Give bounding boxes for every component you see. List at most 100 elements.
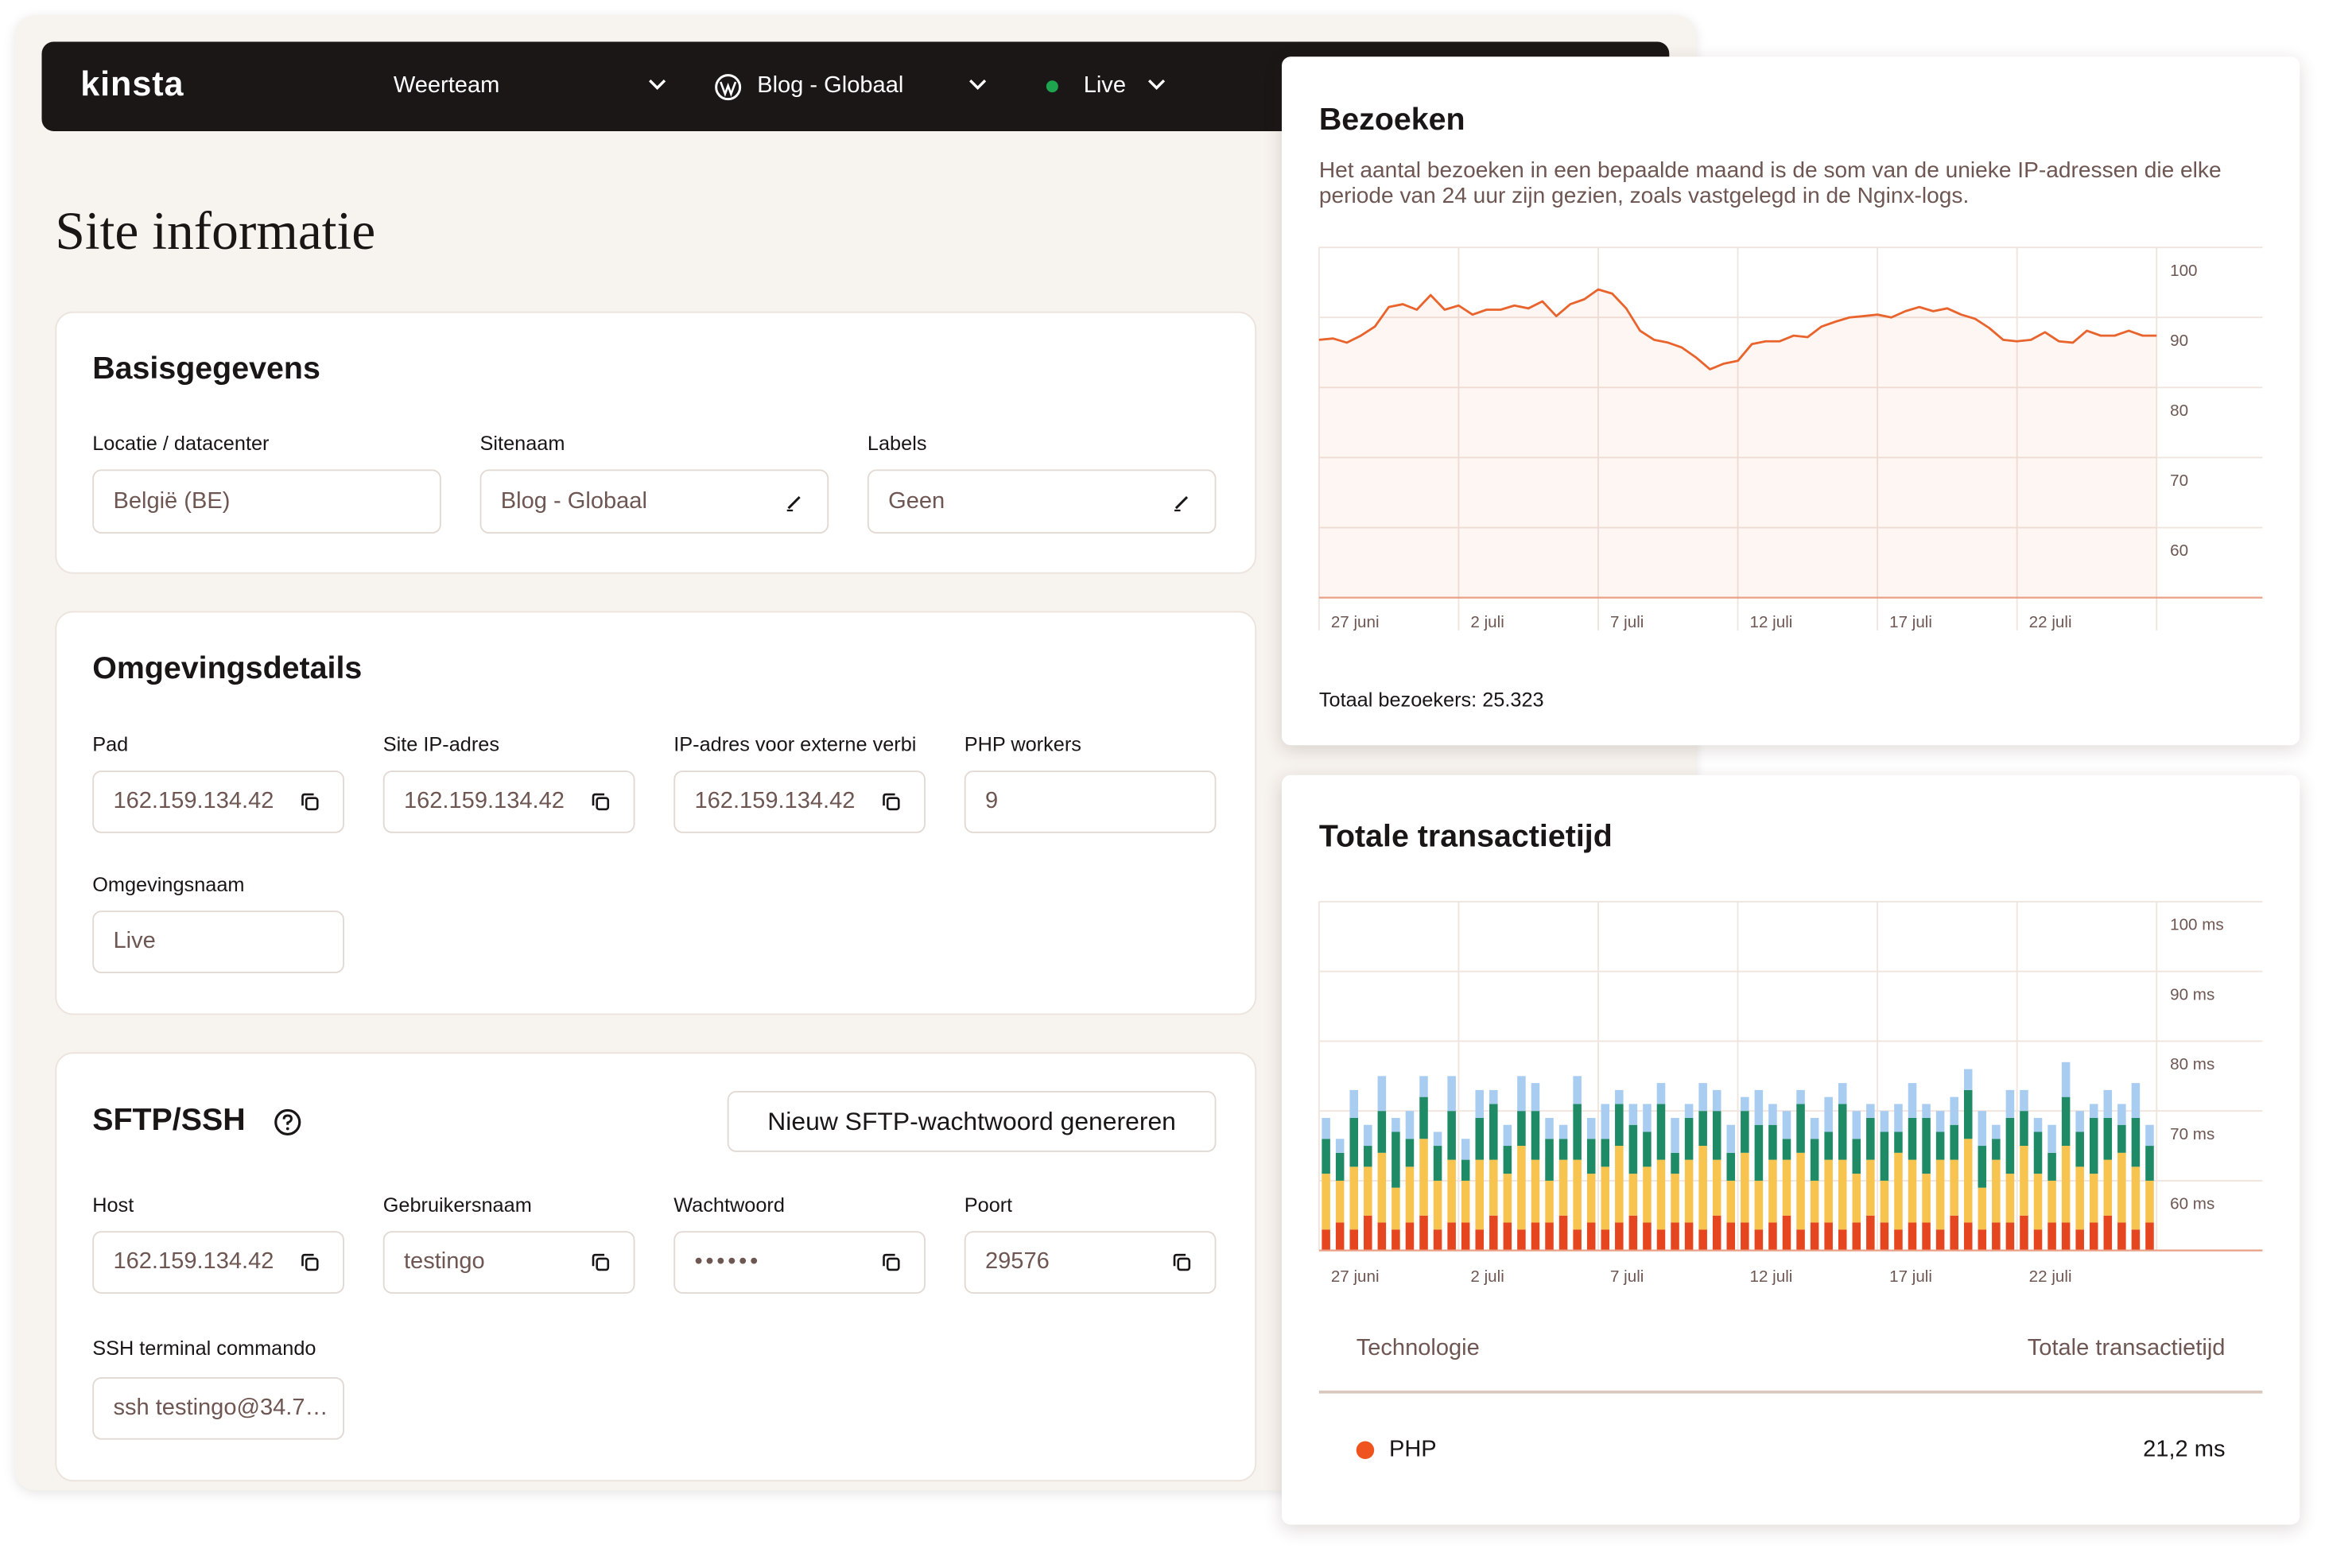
bar-segment [1364,1146,1372,1167]
bar-segment [2033,1131,2043,1174]
bar-segment [2005,1117,2015,1174]
bar-segment [1963,1222,1973,1251]
bar-segment [1894,1104,1903,1132]
field-input[interactable]: Blog - Globaal [479,469,829,534]
x-tick-label: 27 juni [1331,1267,1380,1286]
y-tick-label: 80 ms [2170,1055,2214,1073]
copy-icon[interactable] [590,1252,611,1272]
bar-segment [1322,1139,1330,1174]
bar-segment [1950,1215,1958,1251]
bar-segment [1517,1111,1526,1147]
bar-segment [1866,1104,1875,1118]
bar-segment [1531,1222,1540,1251]
y-tick-label: 60 ms [2170,1195,2214,1213]
bar-segment [1894,1152,1903,1230]
bar-segment [1433,1229,1442,1251]
copy-icon[interactable] [300,791,320,812]
bar-segment [1978,1229,1987,1251]
bar-segment [1531,1111,1540,1160]
field-label: Pad [92,733,129,756]
environment-select[interactable]: Live [1083,72,1126,99]
x-tick-label: 22 juli [2029,1267,2072,1286]
field-input[interactable]: ssh testingo@34.7… [92,1376,344,1440]
bar-segment [1712,1111,1721,1160]
bar-segment [2033,1229,2043,1251]
bar-segment [1768,1159,1777,1223]
bar-segment [1726,1222,1736,1251]
bar-segment [1558,1124,1568,1139]
bar-segment [1447,1159,1456,1223]
x-tick-label: 7 juli [1610,1267,1644,1286]
bar-segment [1838,1083,1847,1104]
bar-segment [2005,1174,2015,1223]
company-select[interactable]: Weerteam [393,72,500,99]
edit-icon[interactable] [784,491,805,512]
bar-segment [2061,1222,2071,1251]
x-tick-label: 12 juli [1750,613,1793,631]
bar-segment [1489,1089,1498,1104]
bar-segment [1782,1159,1791,1216]
bar-segment [1601,1139,1610,1167]
bar-segment [2145,1180,2154,1223]
generate-password-button[interactable]: Nieuw SFTP-wachtwoord genereren [727,1091,1217,1152]
copy-icon[interactable] [1171,1252,1192,1272]
bar-segment [1531,1159,1540,1223]
bar-segment [1405,1111,1415,1139]
table-cell: PHP [1388,1436,1437,1462]
bar-segment [1405,1166,1415,1223]
bar-segment [2005,1089,2015,1118]
field-input[interactable]: 162.159.134.42 [92,1231,344,1294]
bar-segment [1615,1146,1624,1223]
table-cell: 21,2 ms [2143,1436,2226,1462]
bar-segment [2145,1222,2154,1251]
bar-segment [2103,1117,2113,1160]
bar-segment [1922,1117,1931,1174]
bar-segment [1364,1166,1372,1216]
bar-segment [1810,1139,1819,1181]
bar-segment [1419,1215,1428,1251]
bar-segment [1796,1152,1805,1230]
bar-segment [1935,1229,1945,1251]
field-input[interactable]: •••••• [673,1231,926,1294]
area [1318,289,2157,598]
bar-segment [1615,1104,1624,1147]
bar-segment [1461,1139,1470,1160]
copy-icon[interactable] [881,791,902,812]
bar-segment [1684,1222,1694,1251]
bar-segment [1503,1124,1512,1147]
bar-segment [1712,1089,1721,1112]
bar-segment [1601,1229,1610,1251]
site-select[interactable]: Blog - Globaal [757,72,904,99]
bar-segment [1322,1174,1330,1230]
bar-segment [2020,1215,2028,1251]
field-input[interactable]: Live [92,910,344,973]
x-tick-label: 17 juli [1889,1267,1932,1286]
copy-icon[interactable] [590,791,611,812]
bar-segment [1684,1104,1694,1118]
bar-segment [1656,1104,1666,1160]
bar-segment [1963,1089,1973,1139]
bar-segment [1573,1076,1582,1104]
help-icon[interactable] [273,1108,302,1137]
copy-icon[interactable] [881,1252,902,1272]
bar-segment [1586,1222,1596,1251]
bar-segment [2145,1124,2154,1147]
field-input[interactable]: 9 [964,770,1217,833]
bar-segment [1712,1159,1721,1216]
bar-segment [1852,1111,1861,1139]
y-tick-label: 100 [2170,262,2197,280]
copy-icon[interactable] [300,1252,320,1272]
bar-segment [1992,1124,2001,1139]
x-tick-label: 2 juli [1470,1267,1504,1286]
edit-icon[interactable] [1171,491,1192,512]
bar-segment [1671,1117,1679,1153]
field-input[interactable]: België (BE) [92,469,441,534]
bar-segment [1558,1159,1568,1216]
bar-segment [1908,1083,1917,1118]
field-input[interactable]: Geen [867,469,1217,534]
field-input[interactable]: 29576 [964,1231,1217,1294]
bar-segment [2089,1174,2098,1223]
bar-segment [2103,1089,2113,1118]
bar-segment [1935,1159,1945,1230]
